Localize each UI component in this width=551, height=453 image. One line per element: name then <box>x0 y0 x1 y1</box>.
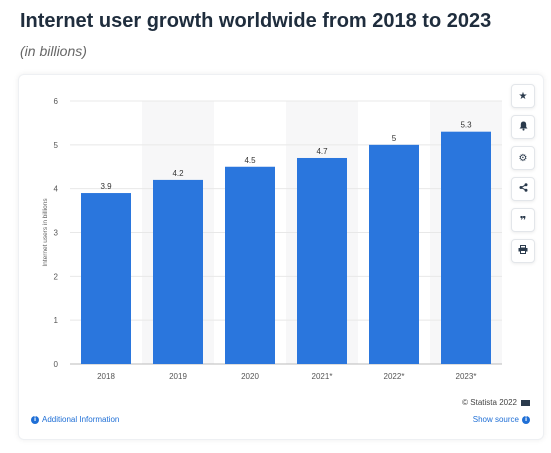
x-tick-label: 2020 <box>241 372 259 381</box>
y-tick-label: 5 <box>54 141 59 150</box>
data-label: 5.3 <box>460 121 472 130</box>
y-tick-label: 4 <box>54 185 59 194</box>
data-label: 3.9 <box>100 182 112 191</box>
bar <box>81 193 131 364</box>
x-tick-label: 2019 <box>169 372 187 381</box>
y-axis-title: Internet users in billions <box>42 198 49 267</box>
cite-button[interactable]: ❞ <box>511 208 535 232</box>
y-tick-label: 1 <box>54 316 59 325</box>
data-label: 4.2 <box>172 169 184 178</box>
share-icon <box>519 183 528 195</box>
page-title: Internet user growth worldwide from 2018… <box>20 10 492 32</box>
gear-icon: ⚙ <box>518 152 528 164</box>
bar <box>369 144 419 364</box>
y-tick-label: 6 <box>54 97 59 106</box>
print-button[interactable] <box>511 239 535 263</box>
data-label: 4.5 <box>244 156 256 165</box>
info-icon: i <box>522 415 530 424</box>
copyright-text: © Statista 2022 <box>462 398 517 407</box>
x-tick-label: 2023* <box>456 372 477 381</box>
data-label: 4.7 <box>316 147 328 156</box>
additional-information-label: Additional Information <box>42 415 120 424</box>
copyright-notice: © Statista 2022 <box>462 398 530 407</box>
settings-button[interactable]: ⚙ <box>511 146 535 170</box>
notification-button[interactable] <box>511 115 535 139</box>
bell-icon <box>519 121 528 134</box>
share-button[interactable] <box>511 177 535 201</box>
chart-toolbar: ★ ⚙ ❞ <box>511 84 535 270</box>
bar <box>153 179 203 364</box>
y-tick-label: 0 <box>54 360 59 369</box>
bar <box>225 166 275 364</box>
quote-icon: ❞ <box>519 213 527 227</box>
bar <box>441 131 491 364</box>
show-source-link[interactable]: Show source i <box>473 415 530 424</box>
additional-information-link[interactable]: i Additional Information <box>31 415 119 424</box>
show-source-label: Show source <box>472 415 519 424</box>
star-icon: ★ <box>518 90 528 102</box>
y-tick-label: 2 <box>54 272 59 281</box>
favorite-button[interactable]: ★ <box>511 84 535 108</box>
bar <box>297 157 347 364</box>
x-tick-label: 2022* <box>384 372 405 381</box>
x-tick-label: 2021* <box>312 372 333 381</box>
data-label: 5 <box>392 134 397 143</box>
x-tick-label: 2018 <box>97 372 115 381</box>
flag-icon <box>521 399 530 406</box>
info-icon: i <box>31 415 39 424</box>
y-tick-label: 3 <box>54 229 59 238</box>
print-icon <box>518 245 528 257</box>
page-subtitle: (in billions) <box>20 43 87 59</box>
